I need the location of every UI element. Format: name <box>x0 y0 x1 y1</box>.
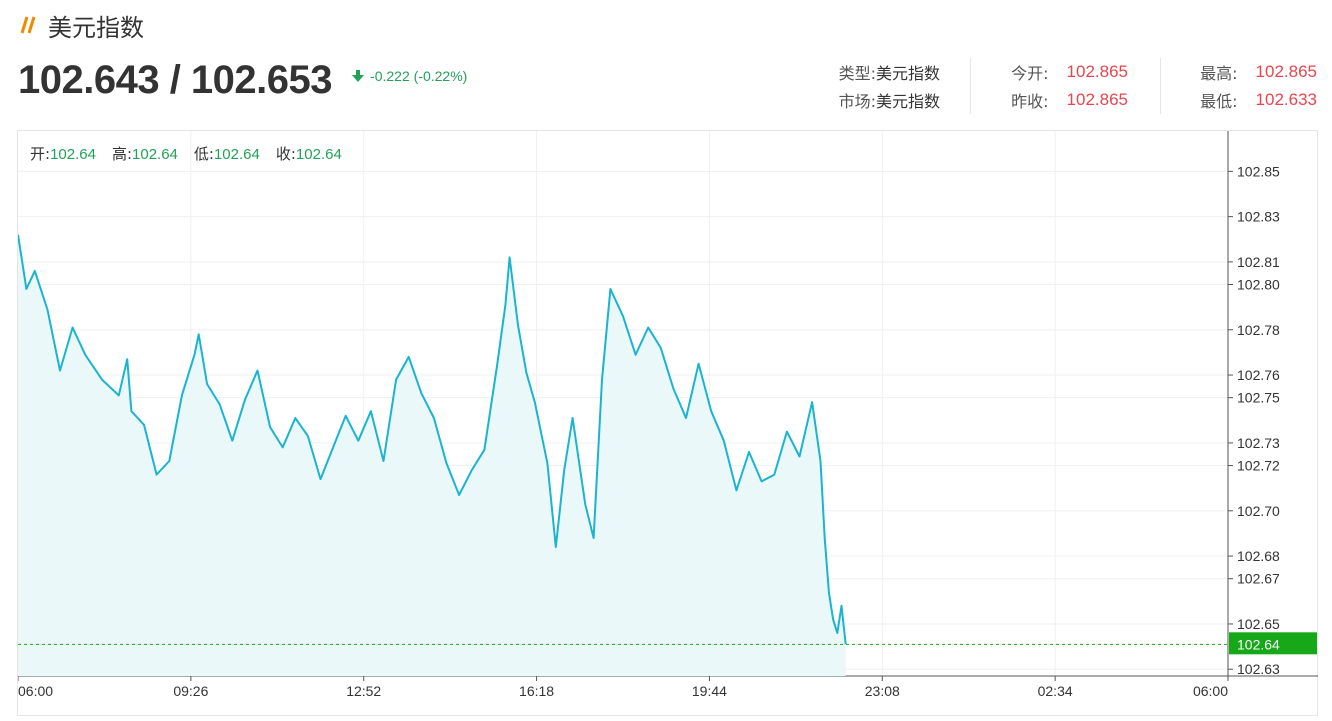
ohlc-open-value: 102.64 <box>50 146 96 163</box>
y-tick-label: 102.85 <box>1237 163 1280 179</box>
stat-low: 最低: 102.633 <box>1160 86 1325 114</box>
stat-low-label: 最低: <box>1200 92 1238 111</box>
chart-container[interactable]: 102.85 102.83 102.81 102.80 102.78 102.76 102.… <box>17 130 1318 716</box>
stat-open-label: 今开: <box>1011 64 1049 83</box>
x-tick-label: 09:26 <box>173 683 208 699</box>
y-tick-label: 102.75 <box>1237 390 1280 406</box>
current-price: 102.643 / 102.653 <box>18 58 333 102</box>
y-tick-label: 102.65 <box>1237 616 1280 632</box>
ohlc-close-value: 102.64 <box>295 146 342 163</box>
stat-high: 最高: 102.865 <box>1160 58 1325 86</box>
stat-market-label: 市场: <box>838 92 876 111</box>
stats-row-1: 类型: 美元指数 今开: 102.865 最高: 102.865 <box>780 58 1325 86</box>
y-tick-label: 102.78 <box>1237 322 1280 338</box>
title-row: 美元指数 <box>18 10 144 42</box>
y-tick-label: 102.81 <box>1237 254 1280 270</box>
stat-type: 类型: 美元指数 <box>780 58 970 86</box>
stat-type-label: 类型: <box>838 64 876 83</box>
stat-high-value: 102.865 <box>1255 62 1317 81</box>
y-tick-label: 102.72 <box>1237 458 1280 474</box>
y-tick-label: 102.80 <box>1237 277 1280 293</box>
y-tick-label: 102.68 <box>1237 548 1280 564</box>
y-tick-label: 102.70 <box>1237 503 1280 519</box>
ohlc-low-value: 102.64 <box>213 146 260 163</box>
stat-open-value: 102.865 <box>1066 62 1128 81</box>
current-price-tag <box>1229 632 1317 655</box>
ohlc-low-label: 低: <box>193 145 214 163</box>
stat-market-value: 美元指数 <box>875 92 940 111</box>
y-tick-label: 102.83 <box>1237 209 1280 225</box>
stat-prev-close-value: 102.865 <box>1066 90 1128 109</box>
price-row: 102.643 / 102.653 -0.222 (-0.22%) <box>18 58 467 103</box>
page-title: 美元指数 <box>48 13 144 42</box>
ohlc-high-label: 高: <box>111 145 133 163</box>
y-tick-label: 102.73 <box>1237 435 1280 451</box>
x-tick-label: 02:34 <box>1038 683 1073 699</box>
x-tick-label: 12:52 <box>346 683 381 699</box>
x-tick-label: 23:08 <box>865 683 900 699</box>
ohlc-low: 低:102.64 <box>194 143 260 164</box>
series-line <box>18 234 847 645</box>
ohlc-close: 收:102.64 <box>276 143 342 164</box>
stat-market: 市场: 美元指数 <box>780 86 970 114</box>
ohlc-readout: 开:102.64 高:102.64 低:102.64 收:102.64 <box>30 143 342 164</box>
price-change-text: -0.222 (-0.22%) <box>370 68 468 84</box>
price-change: -0.222 (-0.22%) <box>352 68 467 84</box>
price-chart[interactable]: 102.85 102.83 102.81 102.80 102.78 102.76 102.… <box>18 131 1319 717</box>
ohlc-open: 开:102.64 <box>30 143 96 164</box>
y-tick-label: 102.67 <box>1237 571 1280 587</box>
y-tick-label: 102.63 <box>1237 661 1280 677</box>
ohlc-high-value: 102.64 <box>132 146 178 163</box>
y-tick-label: 102.76 <box>1237 367 1280 383</box>
stats-row-2: 市场: 美元指数 昨收: 102.865 最低: 102.633 <box>780 86 1325 114</box>
stat-low-value: 102.633 <box>1255 90 1317 109</box>
x-tick-label: 19:44 <box>692 683 727 699</box>
brand-slash-icon <box>20 16 36 34</box>
x-tick-label: 06:00 <box>1193 683 1228 699</box>
stat-open: 今开: 102.865 <box>970 58 1160 86</box>
x-tick-label: 16:18 <box>519 683 554 699</box>
ohlc-close-label: 收: <box>275 145 296 163</box>
stat-prev-close: 昨收: 102.865 <box>970 86 1160 114</box>
current-price-label: 102.64 <box>1237 636 1280 652</box>
stats-panel: 类型: 美元指数 今开: 102.865 最高: 102.865 市场: 美元指… <box>780 58 1325 114</box>
ohlc-open-label: 开: <box>30 145 51 163</box>
stat-high-label: 最高: <box>1200 64 1238 83</box>
stat-type-value: 美元指数 <box>875 64 940 83</box>
x-tick-label: 06:00 <box>18 683 53 699</box>
stat-prev-close-label: 昨收: <box>1011 92 1049 111</box>
arrow-down-icon <box>352 70 365 82</box>
ohlc-high: 高:102.64 <box>112 143 178 164</box>
series-area <box>18 234 846 676</box>
